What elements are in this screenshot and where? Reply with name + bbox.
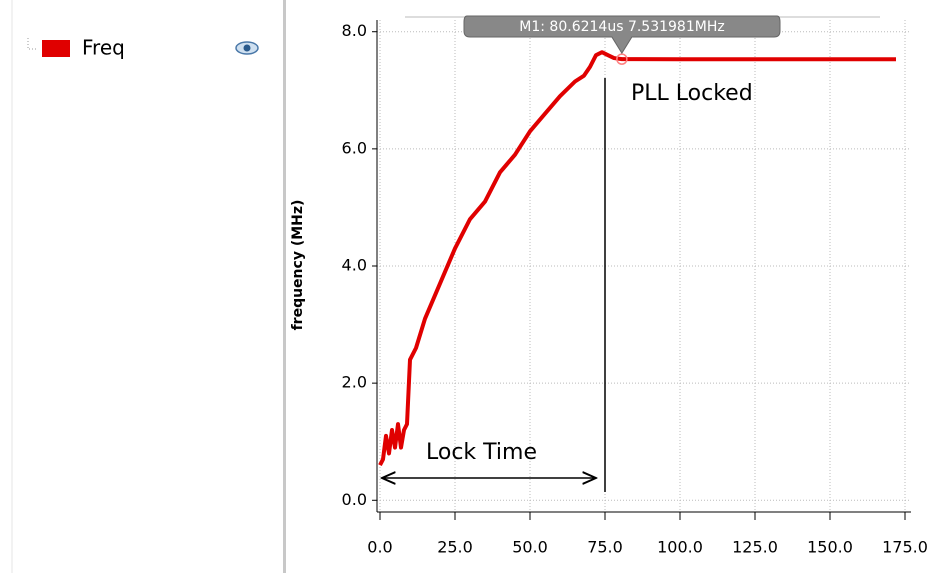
x-tick-label: 100.0 xyxy=(657,538,703,557)
y-tick-label: 6.0 xyxy=(342,138,367,157)
series-line xyxy=(378,50,896,467)
x-tick-label: 50.0 xyxy=(512,538,548,557)
y-tick-label: 2.0 xyxy=(342,373,367,392)
divider xyxy=(283,0,286,573)
legend-swatch xyxy=(42,40,70,57)
marker-balloon xyxy=(463,15,781,55)
tree-connector xyxy=(27,38,38,50)
x-tick-label: 0.0 xyxy=(367,538,392,557)
y-tick-label: 8.0 xyxy=(342,21,367,40)
x-tick-label: 75.0 xyxy=(587,538,623,557)
x-tick-label: 125.0 xyxy=(732,538,778,557)
y-axis-label: frequency (MHz) xyxy=(290,200,306,331)
y-tick-label: 0.0 xyxy=(342,490,367,509)
marker-label: M1: 80.6214us 7.531981MHz xyxy=(519,19,724,35)
y-tick-label: 4.0 xyxy=(342,256,367,275)
x-tick-label: 25.0 xyxy=(437,538,473,557)
x-tick-label: 150.0 xyxy=(807,538,853,557)
visibility-eye[interactable] xyxy=(235,41,259,55)
x-tick-label: 175.0 xyxy=(882,538,928,557)
annotation: PLL Locked xyxy=(631,81,753,106)
annotation: Lock Time xyxy=(426,440,537,465)
legend-label: Freq xyxy=(82,36,125,60)
marker-point xyxy=(616,53,628,65)
